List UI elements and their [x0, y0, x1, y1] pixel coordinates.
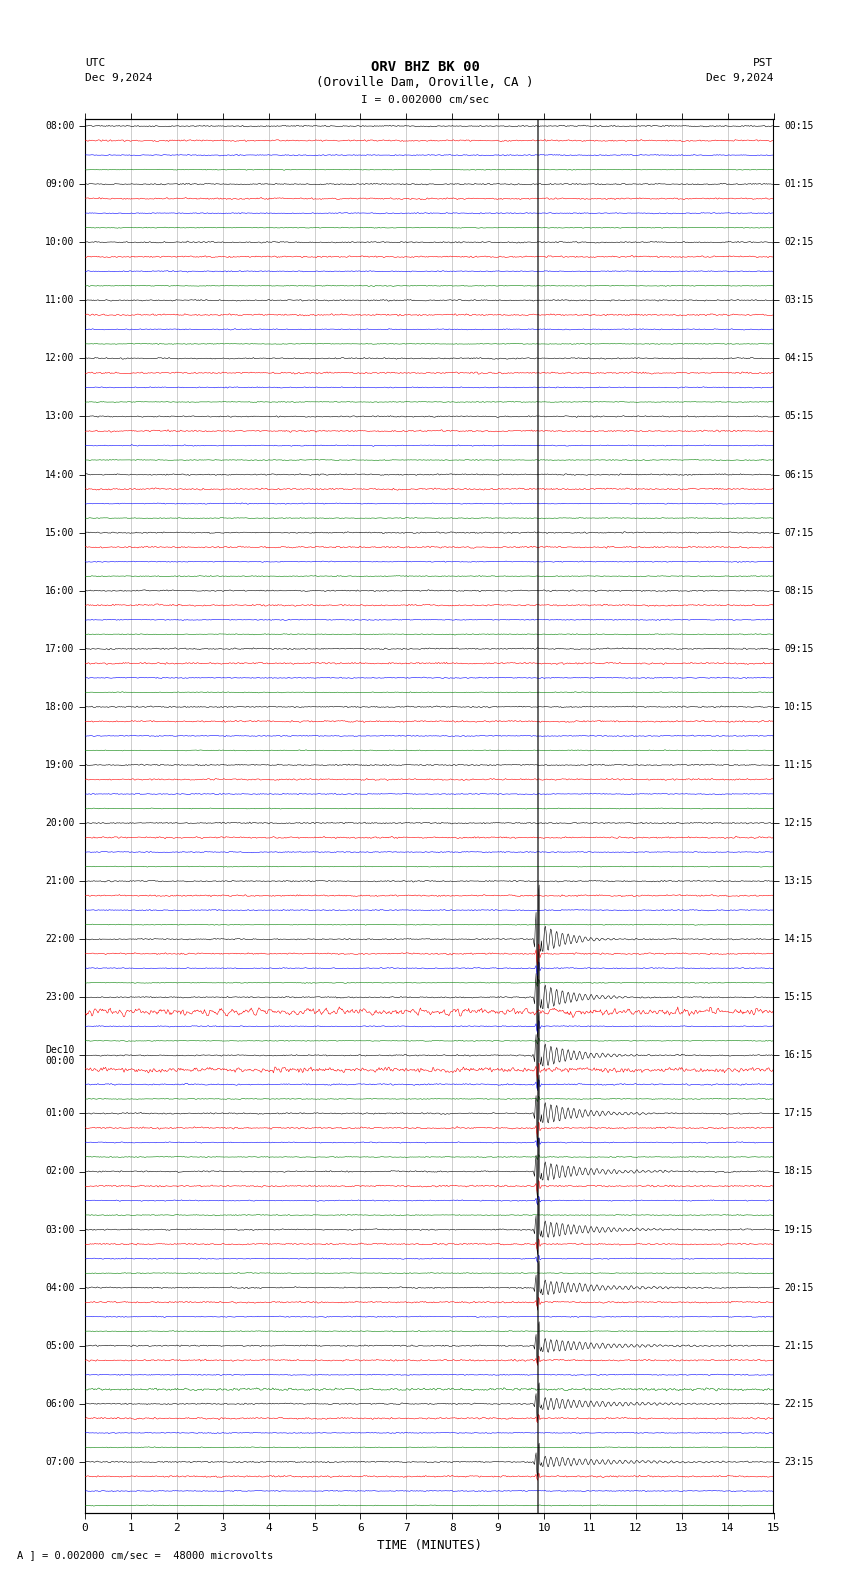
Text: A ] = 0.002000 cm/sec =  48000 microvolts: A ] = 0.002000 cm/sec = 48000 microvolts	[17, 1551, 273, 1560]
Text: PST: PST	[753, 59, 774, 68]
Text: (Oroville Dam, Oroville, CA ): (Oroville Dam, Oroville, CA )	[316, 76, 534, 89]
Text: UTC: UTC	[85, 59, 105, 68]
Text: I = 0.002000 cm/sec: I = 0.002000 cm/sec	[361, 95, 489, 105]
Text: ORV BHZ BK 00: ORV BHZ BK 00	[371, 60, 479, 73]
X-axis label: TIME (MINUTES): TIME (MINUTES)	[377, 1538, 482, 1552]
Text: Dec 9,2024: Dec 9,2024	[706, 73, 774, 82]
Text: Dec 9,2024: Dec 9,2024	[85, 73, 152, 82]
